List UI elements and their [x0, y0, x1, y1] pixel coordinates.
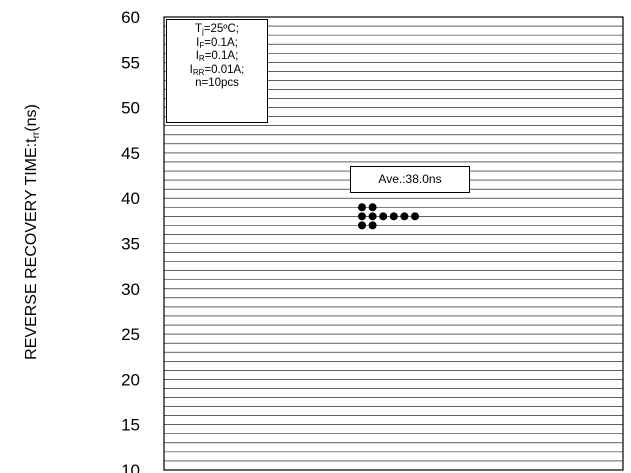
condition-ir: IR=0.1A;	[195, 50, 239, 64]
y-tick-label: 25	[121, 325, 140, 344]
y-tick-labels: 60 55 50 45 40 35 30 25 20 15 10	[121, 8, 140, 473]
data-point	[400, 212, 409, 221]
condition-if: IF=0.1A;	[196, 36, 238, 50]
data-point	[379, 212, 388, 221]
y-tick-label: 20	[121, 370, 140, 389]
data-point	[368, 212, 377, 221]
data-points	[358, 203, 419, 230]
data-point	[368, 221, 377, 230]
condition-irr: IRR=0.01A;	[189, 63, 245, 77]
y-tick-label: 50	[121, 99, 140, 118]
y-tick-label: 40	[121, 189, 140, 208]
data-point	[358, 203, 366, 212]
data-point	[358, 221, 366, 230]
y-tick-label: 15	[121, 416, 140, 435]
data-point	[368, 203, 377, 212]
y-tick-label: 10	[121, 461, 140, 473]
y-tick-label: 30	[121, 280, 140, 299]
y-axis-title: REVERSE RECOVERY TIME:trr(ns)	[23, 104, 42, 360]
gridlines	[164, 16, 623, 471]
y-tick-label: 60	[121, 8, 140, 27]
average-label: Ave.:38.0ns	[350, 166, 470, 193]
y-tick-label: 45	[121, 144, 140, 163]
condition-tj: Tj=25ºC;	[194, 23, 240, 36]
condition-n: n=10pcs	[195, 77, 239, 90]
plot-frame	[163, 16, 624, 471]
data-point	[411, 212, 419, 221]
data-point	[358, 212, 366, 221]
y-tick-label: 55	[121, 53, 140, 72]
data-point	[389, 212, 398, 221]
y-tick-label: 35	[121, 235, 140, 254]
conditions-legend: Tj=25ºC; IF=0.1A; IR=0.1A; IRR=0.01A; n=…	[166, 19, 268, 123]
